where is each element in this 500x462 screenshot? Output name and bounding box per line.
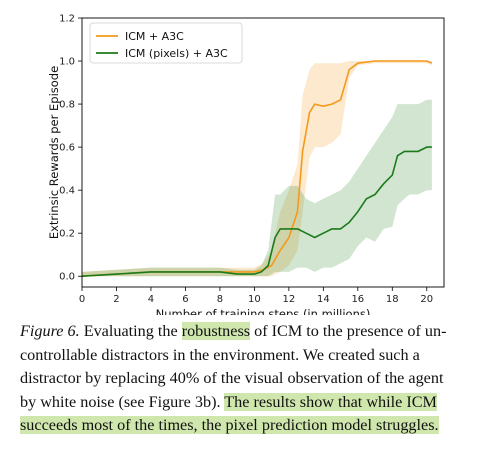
- y-tick-label: 0.0: [59, 272, 75, 283]
- caption-text: Evaluating the: [83, 322, 178, 340]
- caption-figure-label: Figure 6.: [20, 322, 80, 340]
- y-tick-label: 1.0: [59, 57, 75, 68]
- legend-label: ICM (pixels) + A3C: [125, 47, 228, 60]
- x-tick-label: 12: [282, 294, 295, 305]
- legend-label: ICM + A3C: [125, 30, 184, 43]
- figure-caption: Figure 6. Evaluating the robustness of I…: [20, 320, 490, 438]
- caption-highlight-results: The results show that while ICM: [224, 392, 437, 411]
- x-axis-label: Number of training steps (in millions): [156, 307, 371, 315]
- series-2-confidence-band: [82, 99, 432, 277]
- y-tick-label: 1.2: [59, 14, 75, 25]
- x-tick-label: 4: [148, 294, 154, 305]
- plot-frame: [81, 17, 445, 288]
- x-tick-label: 8: [217, 294, 223, 305]
- y-tick-label: 0.2: [59, 229, 75, 240]
- y-tick-label: 0.6: [59, 143, 75, 154]
- chart-figure: 0 2 4 6 8 10 12 14 16 18 20 0.0 0.2 0.4 0.6 0.8 1.0 1.2 Nu…: [47, 14, 445, 315]
- caption-line-1: Figure 6. Evaluating the robustness of I…: [20, 320, 490, 344]
- x-tick-label: 16: [351, 294, 364, 305]
- caption-line-4: by white noise (see Figure 3b). The resu…: [20, 391, 490, 415]
- x-tick-label: 14: [317, 294, 330, 305]
- y-axis-label: Extrinsic Rewards per Episode: [47, 66, 61, 239]
- x-tick-label: 0: [79, 294, 85, 305]
- x-tick-label: 2: [113, 294, 119, 305]
- x-tick-label: 18: [386, 294, 399, 305]
- caption-line-5: succeeds most of the times, the pixel pr…: [20, 414, 490, 438]
- caption-highlight-robustness: robustness: [181, 322, 251, 340]
- y-tick-label: 0.8: [59, 100, 75, 111]
- x-tick-label: 10: [248, 294, 261, 305]
- legend: ICM + A3C ICM (pixels) + A3C: [89, 22, 243, 64]
- series-2-line: [81, 146, 432, 277]
- caption-text: by white noise (see Figure 3b).: [20, 392, 221, 411]
- caption-line-2: controllable distractors in the environm…: [20, 345, 420, 364]
- caption-highlight-results-cont: succeeds most of the times, the pixel pr…: [20, 416, 439, 434]
- x-tick-label: 6: [182, 294, 188, 305]
- caption-text: of ICM to the presence of un-: [254, 322, 447, 340]
- caption-line-3: distractor by replacing 40% of the visua…: [20, 369, 444, 387]
- legend-box: [89, 22, 243, 64]
- x-tick-label: 20: [420, 294, 433, 305]
- y-tick-label: 0.4: [59, 186, 75, 197]
- chart-svg: 0 2 4 6 8 10 12 14 16 18 20 0.0 0.2 0.4 0.6 0.8 1.0 1.2 Nu…: [47, 14, 445, 315]
